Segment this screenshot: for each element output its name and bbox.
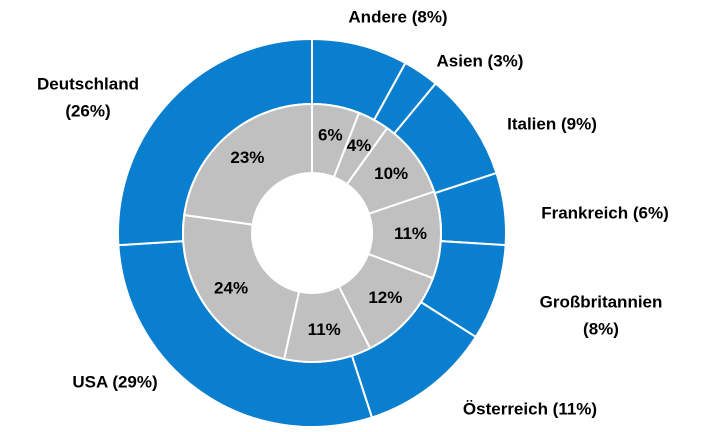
segment-label: 24% [214,279,248,298]
segment-label: 11% [308,320,341,339]
segment-label: Großbritannien [540,292,663,311]
segment-label: (26%) [65,101,110,120]
segment-label: 6% [318,126,343,145]
segment-label: 23% [230,148,264,167]
segment-label: 10% [374,164,408,183]
segment-label: Andere (8%) [348,7,447,26]
segment-label: Österreich (11%) [463,399,597,418]
segment-label: (8%) [583,319,619,338]
segment-label: Italien (9%) [507,114,597,133]
segment-label: Asien (3%) [437,51,524,70]
segment-label: 4% [347,136,372,155]
segment-label: 11% [394,224,427,243]
segment-label: USA (29%) [72,372,157,391]
donut-segment [182,213,301,361]
segment-label: Deutschland [37,74,139,93]
donut-segment [183,102,313,226]
segment-label: Frankreich (6%) [541,203,669,222]
segment-label: 12% [368,288,402,307]
